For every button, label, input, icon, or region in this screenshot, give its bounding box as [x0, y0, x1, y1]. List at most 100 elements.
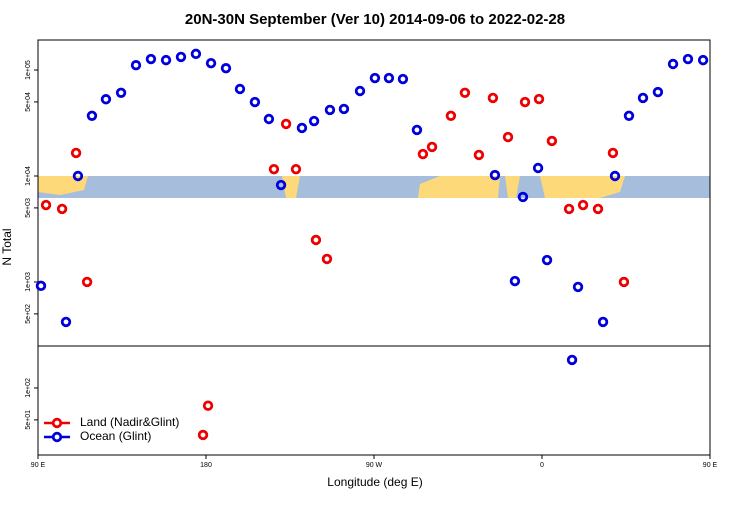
- y-tick-label: 1e+02: [25, 378, 32, 398]
- y-tick-label: 5e+01: [25, 410, 32, 430]
- point: [369, 72, 381, 84]
- point: [220, 63, 232, 74]
- point: [202, 400, 214, 411]
- legend-label: Ocean (Glint): [80, 429, 151, 443]
- point: [175, 51, 187, 63]
- point: [60, 316, 72, 328]
- point: [489, 169, 501, 181]
- point: [426, 141, 438, 153]
- point: [411, 124, 423, 136]
- point: [72, 170, 84, 182]
- x-axis-label: Longitude (deg E): [327, 475, 422, 489]
- point: [290, 163, 302, 175]
- x-tick-label: 90 E: [703, 462, 718, 469]
- point: [263, 113, 275, 125]
- point: [609, 170, 621, 182]
- point: [249, 96, 261, 108]
- map-strip: [38, 176, 710, 198]
- point: [35, 280, 47, 292]
- point: [397, 73, 409, 85]
- point: [130, 60, 142, 71]
- point: [517, 191, 529, 203]
- y-tick-label: 1e+03: [25, 272, 32, 292]
- map-land: [282, 176, 300, 198]
- series: [35, 48, 709, 366]
- point: [268, 163, 280, 175]
- point: [100, 94, 112, 105]
- point: [115, 87, 127, 98]
- x-tick-label: 90 E: [31, 462, 46, 469]
- point: [577, 199, 589, 211]
- y-tick-label: 1e+05: [25, 60, 32, 80]
- point: [637, 92, 649, 104]
- x-tick-label: 0: [540, 462, 544, 469]
- y-tick-label: 5e+04: [25, 92, 32, 112]
- map-land: [38, 176, 88, 195]
- chart-title: 20N-30N September (Ver 10) 2014-09-06 to…: [185, 11, 565, 28]
- point: [697, 54, 709, 66]
- point: [56, 203, 68, 215]
- point: [160, 54, 172, 66]
- point: [618, 276, 630, 288]
- point: [145, 53, 157, 65]
- point: [324, 104, 336, 116]
- point: [487, 92, 499, 104]
- y-tick-label: 5e+02: [25, 304, 32, 324]
- point: [445, 110, 457, 121]
- point: [354, 85, 366, 97]
- point: [597, 316, 609, 328]
- point: [308, 115, 320, 127]
- point: [652, 86, 664, 98]
- point: [623, 110, 635, 121]
- x-tick-label: 180: [200, 462, 212, 469]
- point: [234, 83, 246, 95]
- point: [70, 147, 82, 159]
- point: [682, 53, 694, 65]
- point: [566, 354, 578, 366]
- point: [81, 276, 93, 288]
- point: [383, 72, 395, 84]
- point: [532, 162, 544, 174]
- point: [502, 131, 514, 143]
- point: [40, 199, 52, 211]
- y-axis-label: N Total: [0, 228, 14, 265]
- point: [592, 203, 604, 215]
- point: [321, 253, 333, 265]
- map-land: [540, 176, 625, 198]
- point: [473, 149, 485, 161]
- point: [533, 93, 545, 105]
- point: [296, 122, 308, 134]
- point: [280, 118, 292, 130]
- legend-item: Ocean (Glint): [44, 429, 151, 443]
- point: [338, 103, 350, 115]
- legend-marker: [51, 431, 63, 443]
- legend-item: Land (Nadir&Glint): [44, 415, 179, 429]
- legend-marker: [51, 417, 63, 429]
- point: [572, 281, 584, 293]
- point: [459, 87, 471, 98]
- point: [310, 234, 322, 246]
- point: [541, 254, 553, 266]
- point: [546, 135, 558, 147]
- point: [519, 96, 531, 108]
- point: [563, 203, 575, 215]
- point: [86, 110, 98, 121]
- point: [205, 57, 217, 69]
- y-tick-label: 5e+03: [25, 198, 32, 218]
- point: [417, 148, 429, 160]
- series: [40, 87, 630, 441]
- y-tick-label: 1e+04: [25, 166, 32, 186]
- map-land: [505, 176, 520, 198]
- point: [197, 429, 209, 441]
- legend-label: Land (Nadir&Glint): [80, 415, 179, 429]
- x-tick-label: 90 W: [366, 462, 383, 469]
- point: [667, 58, 679, 70]
- point: [275, 179, 287, 191]
- point: [607, 147, 619, 159]
- point: [509, 275, 521, 287]
- point: [190, 48, 202, 60]
- map-land: [418, 176, 500, 198]
